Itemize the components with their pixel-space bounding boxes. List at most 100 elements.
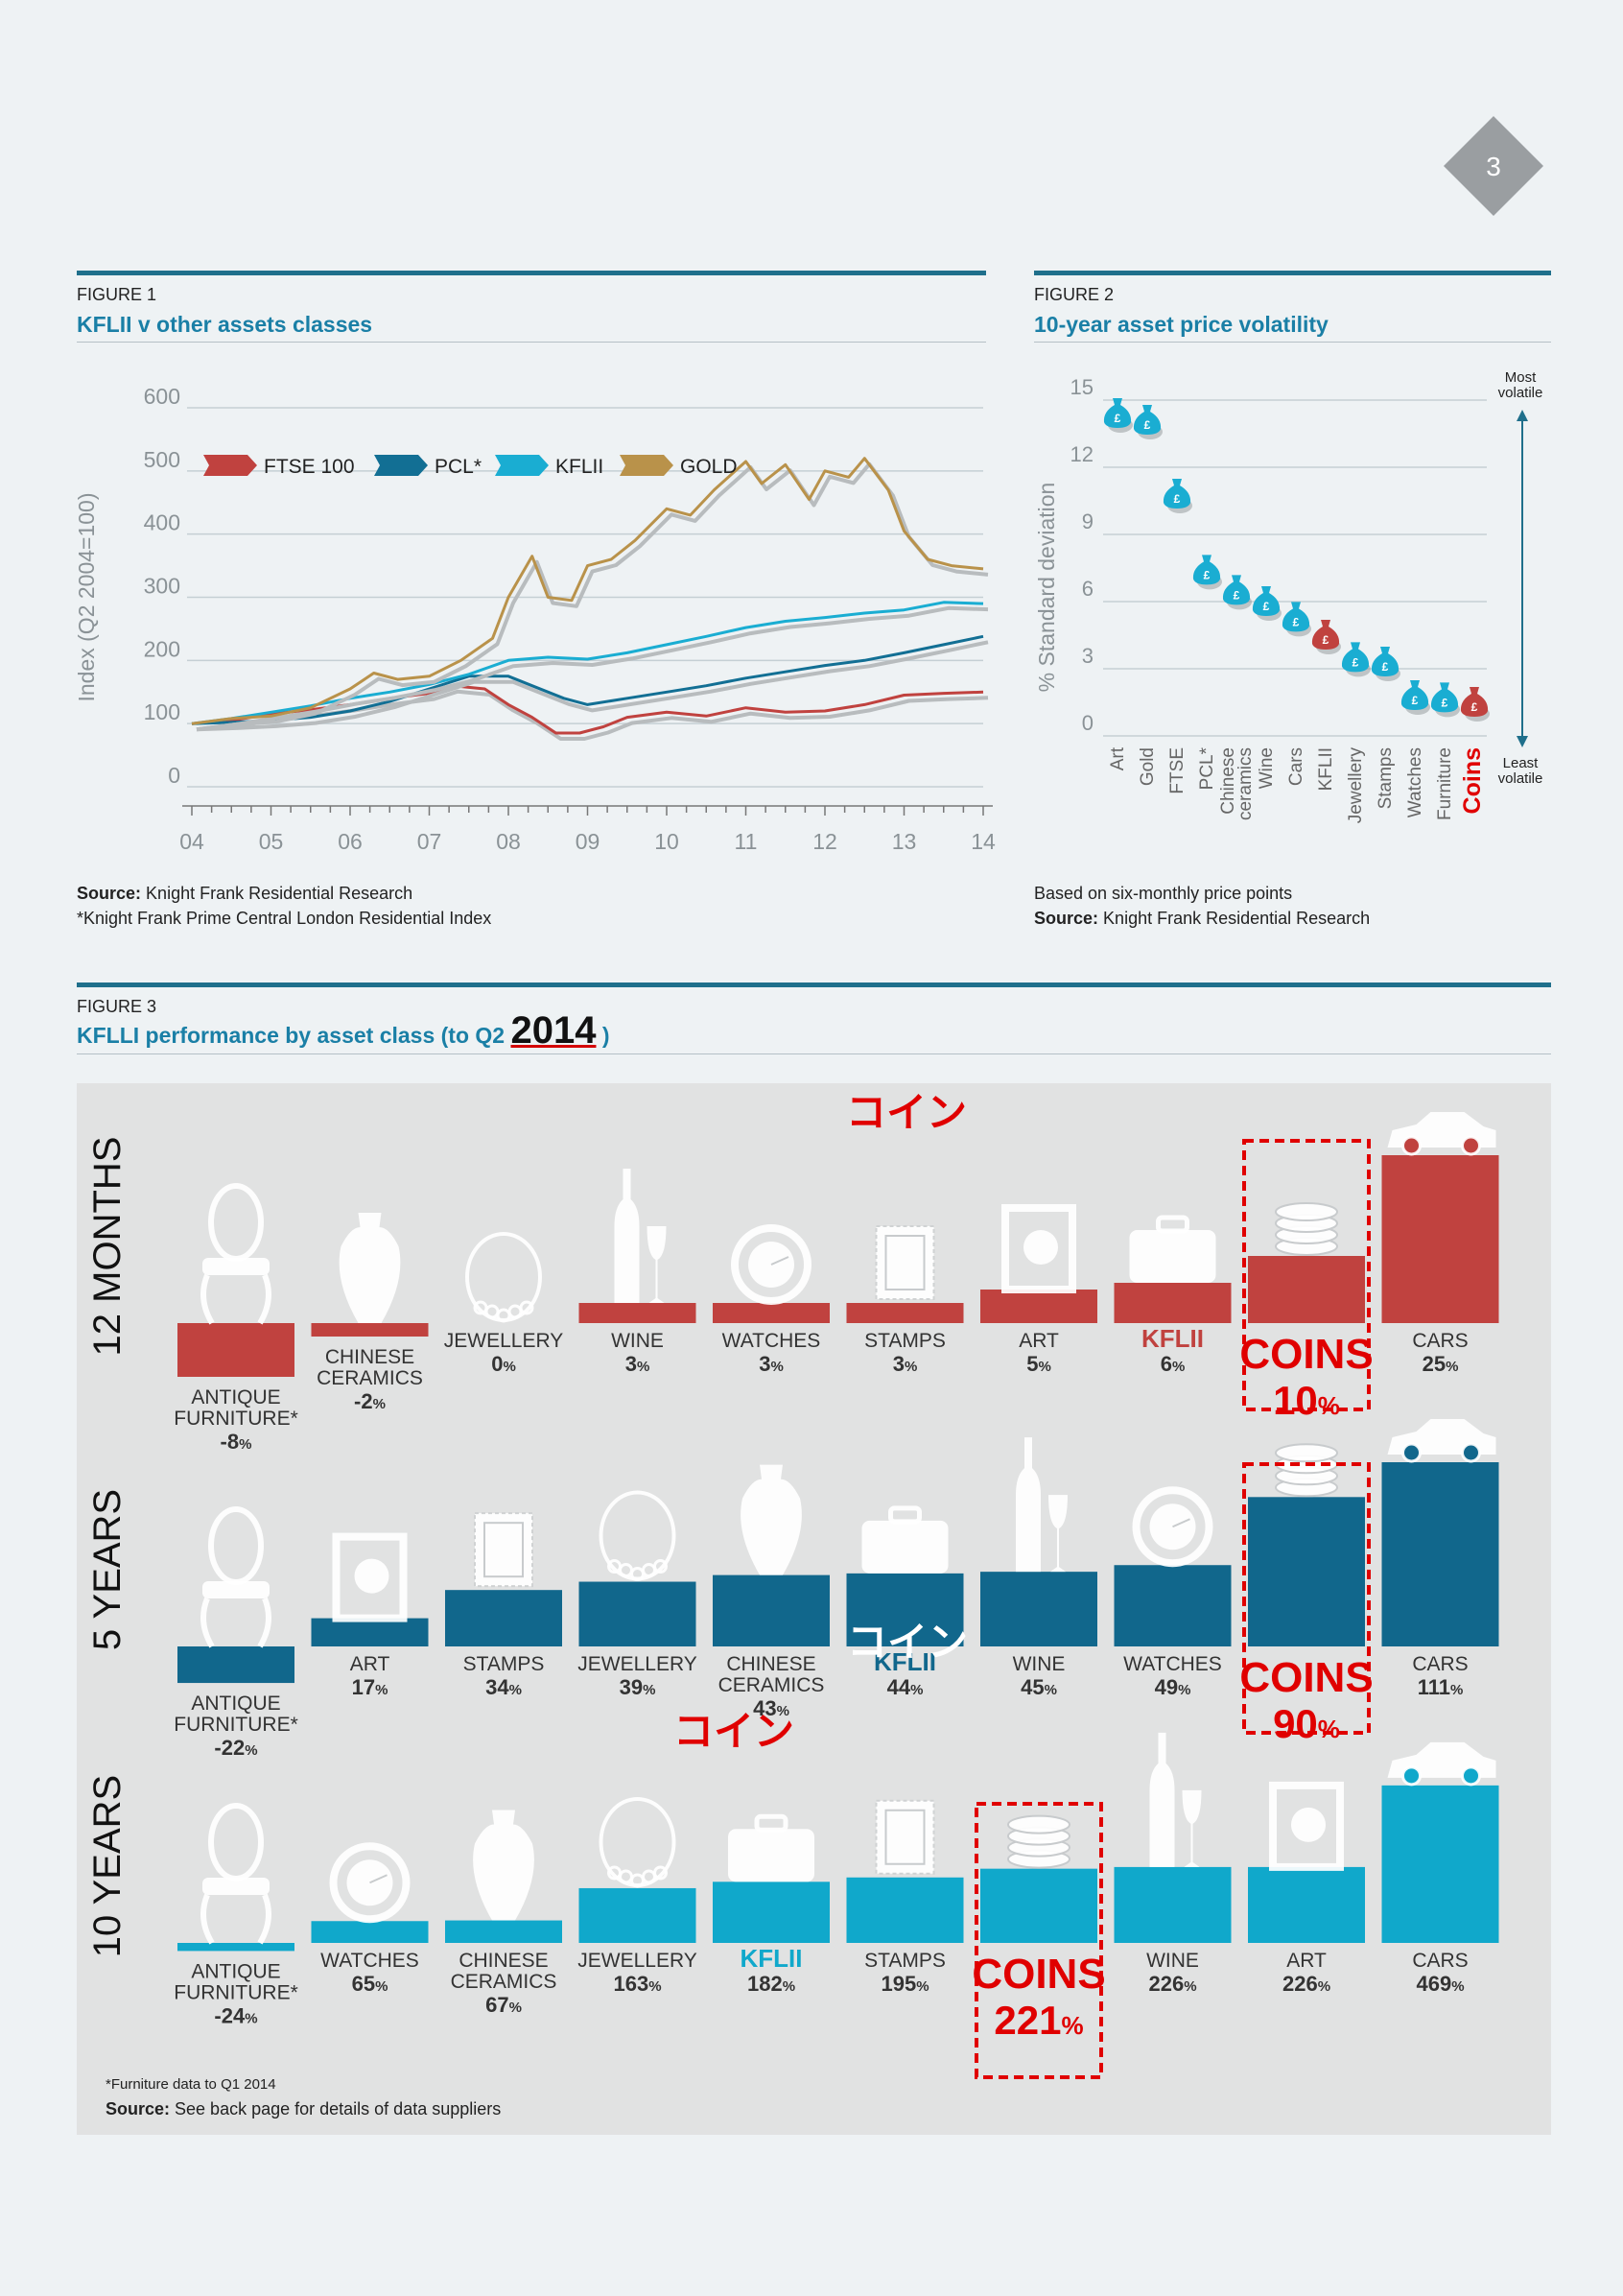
legend-swatch [374,455,428,476]
svg-text:£: £ [1263,600,1270,613]
figure1-label: FIGURE 1 [77,285,157,304]
value-label: 10% [1273,1378,1340,1423]
value-label: 0% [491,1352,516,1376]
category-label: COINS [972,1951,1105,1998]
category-label: FURNITURE* [174,1981,298,2003]
y-tick-label: 15 [1070,375,1094,399]
money-bag-icon: £ [1371,647,1400,681]
category-label: Wine [1257,747,1277,789]
category-label: FURNITURE* [174,1714,298,1736]
value-label: 39% [620,1675,656,1699]
figure3-label: FIGURE 3 [77,997,157,1016]
bar-stamps [445,1590,562,1646]
category-label: Cars [1286,747,1306,786]
coins-annotation-jp: コイン [846,1090,967,1135]
category-label: JEWELLERY [577,1653,697,1675]
category-label: Watches [1405,747,1425,817]
money-bag-icon: £ [1430,682,1460,718]
bar-cars [1381,1462,1499,1646]
bar-chinese-ceramics [713,1574,830,1646]
svg-text:£: £ [1293,615,1300,628]
legend-item: KFLII [495,455,603,478]
category-label: Gold [1138,747,1158,786]
art-frame-icon [1269,1781,1344,1871]
bar-coins [980,1868,1097,1943]
category-label: CHINESE [325,1346,414,1368]
page-number: 3 [1486,152,1501,181]
money-bag-icon: £ [1311,620,1341,654]
y-tick-label: 3 [1082,644,1094,668]
category-label: KFLII [1141,1324,1204,1353]
figure3-title-rule [77,1053,1551,1054]
least-volatile-label: Least [1503,755,1540,771]
watch-icon [1132,1486,1213,1568]
figure3-source: Source: See back page for details of dat… [106,2099,501,2118]
x-tick-label: 10 [654,829,679,854]
briefcase-icon [728,1813,814,1882]
bar-antique-furniture- [177,1943,294,1952]
figure1-title: KFLII v other assets classes [77,312,373,337]
value-label: 90% [1273,1701,1340,1746]
value-label: 111% [1418,1675,1464,1699]
most-volatile-label: Most [1505,369,1537,386]
necklace-icon [465,1232,542,1323]
value-label: -2% [354,1389,386,1413]
money-bag-icon: £ [1460,687,1490,722]
category-label: CARS [1412,1950,1468,1972]
watch-icon [731,1224,812,1305]
series-line-kflii [191,601,984,725]
value-label: 6% [1161,1352,1186,1376]
value-label: 5% [1026,1352,1051,1376]
svg-text:£: £ [1442,696,1448,709]
figure2-title: 10-year asset price volatility [1034,312,1329,337]
svg-text:£: £ [1115,412,1121,425]
category-label: WATCHES [722,1330,821,1352]
bar-cars [1381,1785,1499,1943]
y-tick-label: 200 [144,636,180,661]
chair-icon [200,1803,271,1945]
figure1-title-rule [77,342,986,343]
value-label: 3% [759,1352,784,1376]
figure3-title-year: 2014 [510,1009,597,1052]
category-label: COINS [1239,1654,1373,1701]
category-label: KFLII [741,1944,803,1973]
bar-jewellery [578,1887,696,1943]
necklace-icon [599,1796,676,1888]
category-label: JEWELLERY [577,1950,697,1972]
bar-watches [1114,1565,1232,1646]
y-tick-label: 500 [144,447,180,472]
value-label: 195% [881,1972,929,1996]
figure2-note: Based on six-monthly price points [1034,884,1293,903]
money-bag-icon: £ [1400,680,1430,715]
legend-label: FTSE 100 [264,456,355,478]
money-bag-icon: £ [1222,575,1252,610]
money-bag-icon: £ [1341,642,1371,677]
legend-label: KFLII [555,456,603,478]
necklace-icon [599,1490,676,1582]
y-tick-label: 0 [168,763,180,788]
bar-antique-furniture- [177,1646,294,1684]
y-tick-label: 600 [144,384,180,409]
money-bag-icon: £ [1252,586,1282,621]
bar-kflii [846,1573,964,1646]
category-label: KFLII [1316,747,1336,791]
category-label: CERAMICS [451,1971,557,1993]
y-axis-label: % Standard deviation [1034,483,1059,693]
value-label: 221% [994,1998,1083,2043]
value-label: 163% [613,1972,661,1996]
wine-bottle-icon [1149,1732,1202,1867]
legend-item: FTSE 100 [203,455,355,478]
bar-cars [1381,1155,1499,1323]
chair-icon [200,1506,271,1648]
y-tick-label: 0 [1082,711,1094,735]
category-label: KFLII [874,1647,936,1676]
value-label: 49% [1155,1675,1191,1699]
figure2-source: Source: Knight Frank Residential Researc… [1034,909,1371,928]
category-label: ANTIQUE [191,1692,280,1715]
category-label: WATCHES [320,1950,419,1972]
svg-text:£: £ [1174,492,1181,506]
briefcase-icon [861,1505,949,1574]
value-label: 67% [485,1993,522,2017]
